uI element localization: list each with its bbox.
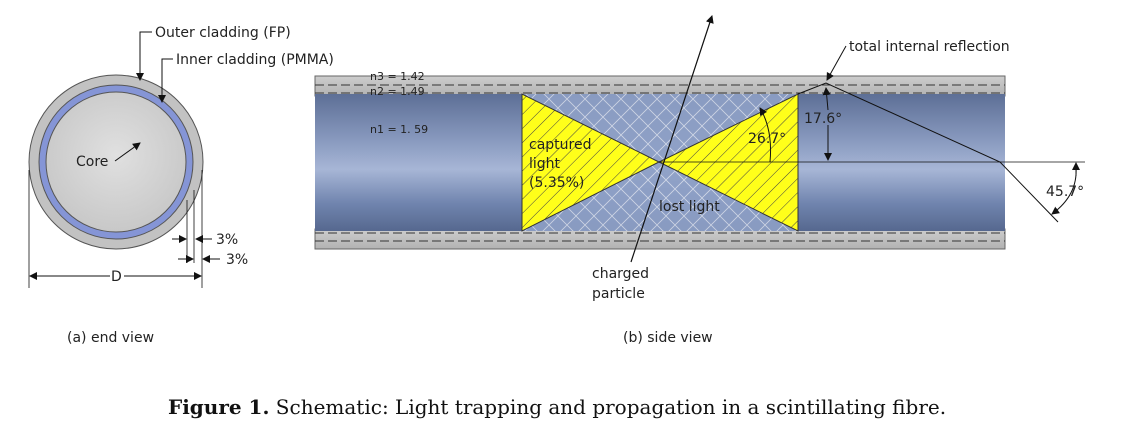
tir-leader (826, 45, 847, 81)
end-view: Outer cladding (FP) Inner cladding (PMMA… (28, 25, 334, 346)
n2-label: n2 = 1.49 (370, 85, 425, 98)
cone-angle-label: 26.7° (748, 131, 786, 147)
outer-cladding-label: Outer cladding (FP) (155, 25, 291, 41)
inner-cladding-label: Inner cladding (PMMA) (176, 52, 334, 68)
lost-light-region-bottom (522, 162, 798, 231)
lost-light-region-top (522, 94, 798, 162)
dim-inner-label: 3% (226, 252, 248, 268)
core-arrow (114, 142, 141, 162)
cladding-bottom (314, 228, 1006, 250)
side-view-caption: (b) side view (623, 330, 713, 346)
tir-label: total internal reflection (849, 39, 1010, 55)
particle-label-1: charged (592, 266, 649, 282)
captured-light-label-2: light (529, 156, 561, 172)
captured-light-cone-left (521, 93, 661, 232)
particle-label-2: particle (592, 286, 645, 302)
core-disc (45, 91, 187, 233)
charged-particle-track (630, 15, 714, 263)
tir-angle-dim-top (822, 87, 831, 111)
core-label: Core (76, 154, 108, 170)
lost-light-label: lost light (659, 199, 720, 215)
diameter-label: D (111, 269, 122, 285)
outer-cladding-leader (136, 31, 152, 81)
figure-caption-number: Figure 1. (168, 395, 269, 419)
dim-outer-label: 3% (216, 232, 238, 248)
side-view: total internal reflection 26.7° 17.6° 45… (314, 15, 1085, 346)
captured-light-label-3: (5.35%) (529, 175, 584, 191)
figure-caption-text: Schematic: Light trapping and propagatio… (269, 395, 946, 419)
n3-label: n3 = 1.42 (370, 70, 425, 83)
end-view-caption: (a) end view (67, 330, 154, 346)
cone-angle-arc (759, 107, 771, 163)
inner-cladding-leader (158, 58, 173, 103)
tir-angle-label: 17.6° (804, 111, 842, 127)
captured-light-cone-right (657, 93, 799, 232)
tir-ray-path (797, 82, 1059, 223)
figure-caption: Figure 1. Schematic: Light trapping and … (168, 395, 946, 419)
exit-angle-label: 45.7° (1046, 184, 1084, 200)
captured-light-label-1: captured (529, 137, 591, 153)
n1-label: n1 = 1. 59 (370, 123, 428, 136)
